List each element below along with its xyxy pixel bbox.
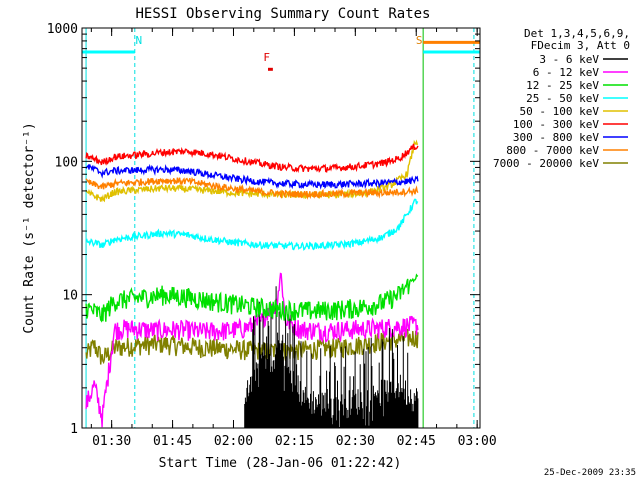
chart-title: HESSI Observing Summary Count Rates (135, 6, 430, 22)
legend-entry-label: 6 - 12 keV (533, 66, 600, 79)
legend-entry-label: 7000 - 20000 keV (493, 157, 599, 170)
x-axis-label: Start Time (28-Jan-06 01:22:42) (159, 456, 402, 471)
marker-s: S (416, 34, 423, 47)
x-tick-label: 02:30 (336, 434, 375, 449)
plot-frame (81, 27, 481, 429)
series-line-300to800keV (85, 163, 419, 190)
legend: Det 1,3,4,5,6,9,FDecim 3, Att 03 - 6 keV… (493, 27, 630, 170)
x-tick-label: 01:30 (92, 434, 131, 449)
legend-entry-label: 3 - 6 keV (539, 53, 599, 66)
x-tick-label: 02:45 (397, 434, 436, 449)
series-line-3to6keV (244, 286, 419, 428)
x-axis: 01:30 01:45 02:00 02:15 02:30 02:45 03:00 (90, 28, 497, 449)
marker-n: N (135, 34, 142, 47)
y-tick-label: 1 (70, 422, 78, 437)
timestamp: 25-Dec-2009 23:35 (544, 468, 636, 478)
legend-entry-label: 800 - 7000 keV (506, 144, 599, 157)
series-line-100to300keV (85, 143, 419, 173)
series-line-7000to20000keV (85, 328, 419, 365)
x-tick-label: 01:45 (153, 434, 192, 449)
y-tick-label: 1000 (47, 22, 78, 37)
y-axis: 1 10 100 1000 (47, 22, 480, 437)
legend-header-line: Det 1,3,4,5,6,9, (524, 27, 630, 40)
x-tick-label: 02:15 (275, 434, 314, 449)
legend-entry-label: 25 - 50 keV (526, 92, 599, 105)
y-axis-label: Count Rate (s⁻¹ detector⁻¹) (22, 122, 37, 333)
legend-header-line: FDecim 3, Att 0 (531, 39, 630, 52)
series-line-6to12keV (85, 272, 419, 428)
series-line-800to7000keV (85, 176, 419, 200)
marker-f: F (263, 51, 270, 64)
legend-entry-label: 100 - 300 keV (513, 118, 599, 131)
y-tick-label: 10 (62, 289, 78, 304)
legend-entry-label: 300 - 800 keV (513, 131, 599, 144)
legend-entry-label: 12 - 25 keV (526, 79, 599, 92)
legend-entry-label: 50 - 100 keV (520, 105, 600, 118)
y-tick-label: 100 (55, 155, 78, 170)
series-line-25to50keV (86, 198, 419, 251)
x-tick-label: 03:00 (458, 434, 497, 449)
x-tick-label: 02:00 (214, 434, 253, 449)
series-line-12to25keV (85, 273, 419, 323)
